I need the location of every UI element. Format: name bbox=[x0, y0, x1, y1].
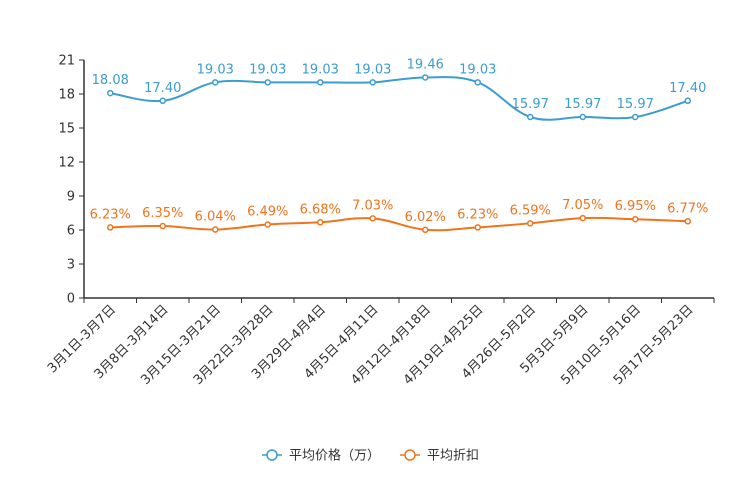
data-labels: 18.08 17.40 19.03 19.03 19.03 19.03 19.46 19.03… bbox=[90, 57, 709, 224]
y-tick-label: 9 bbox=[67, 190, 75, 205]
data-point[interactable] bbox=[474, 79, 481, 86]
data-label: 17.40 bbox=[669, 81, 706, 96]
data-label: 6.23% bbox=[457, 207, 498, 222]
data-point[interactable] bbox=[159, 97, 166, 105]
data-point[interactable] bbox=[527, 113, 534, 121]
data-point[interactable] bbox=[422, 226, 429, 234]
data-label: 6.02% bbox=[405, 210, 446, 225]
data-point[interactable] bbox=[212, 79, 219, 86]
data-label: 19.03 bbox=[249, 62, 286, 77]
legend-marker-icon bbox=[404, 449, 416, 461]
data-point[interactable] bbox=[317, 219, 324, 226]
data-point[interactable] bbox=[317, 79, 324, 86]
data-label: 15.97 bbox=[617, 97, 654, 112]
data-point[interactable] bbox=[684, 218, 691, 225]
data-label: 15.97 bbox=[512, 97, 549, 112]
data-point[interactable] bbox=[632, 113, 639, 121]
data-point[interactable] bbox=[264, 221, 271, 228]
data-point[interactable] bbox=[107, 224, 114, 231]
y-tick-label: 6 bbox=[67, 224, 75, 239]
data-label: 19.03 bbox=[459, 62, 496, 77]
data-label: 6.04% bbox=[195, 210, 236, 225]
data-label: 18.08 bbox=[92, 73, 129, 88]
data-point[interactable] bbox=[212, 226, 219, 233]
data-point[interactable] bbox=[527, 220, 534, 227]
legend-item-2[interactable]: 平均折扣 bbox=[400, 449, 479, 464]
data-label: 6.23% bbox=[90, 207, 131, 222]
data-label: 19.03 bbox=[302, 62, 339, 77]
series-line-2 bbox=[110, 216, 688, 232]
data-label: 6.35% bbox=[142, 206, 183, 221]
data-point[interactable] bbox=[369, 79, 376, 86]
legend-item-1[interactable]: 平均价格（万） bbox=[262, 448, 380, 464]
data-point[interactable] bbox=[632, 215, 639, 223]
y-tick-label: 15 bbox=[58, 122, 75, 137]
legend-marker-icon bbox=[266, 449, 278, 461]
data-point[interactable] bbox=[369, 215, 376, 222]
data-label: 17.40 bbox=[144, 81, 181, 96]
data-point[interactable] bbox=[264, 79, 271, 86]
data-point[interactable] bbox=[684, 97, 691, 105]
data-point[interactable] bbox=[422, 74, 429, 81]
y-tick-label: 0 bbox=[67, 292, 75, 307]
data-point[interactable] bbox=[579, 113, 586, 121]
legend[interactable]: 平均价格（万） 平均折扣 bbox=[262, 448, 479, 464]
data-label: 6.95% bbox=[615, 199, 656, 214]
data-label: 19.03 bbox=[197, 62, 234, 77]
y-tick-label: 21 bbox=[58, 54, 75, 69]
data-label: 6.68% bbox=[300, 202, 341, 217]
data-point[interactable] bbox=[159, 222, 166, 230]
data-point[interactable] bbox=[474, 224, 481, 231]
data-label: 15.97 bbox=[564, 97, 601, 112]
series-lines bbox=[107, 74, 691, 234]
data-label: 6.49% bbox=[247, 204, 288, 219]
y-tick-label: 12 bbox=[58, 156, 75, 171]
y-tick-label: 3 bbox=[67, 258, 75, 273]
legend-label: 平均价格（万） bbox=[289, 448, 380, 464]
data-label: 19.46 bbox=[407, 57, 444, 72]
data-label: 6.77% bbox=[667, 201, 708, 216]
data-point[interactable] bbox=[579, 214, 586, 222]
legend-label: 平均折扣 bbox=[427, 449, 479, 464]
data-label: 6.59% bbox=[510, 203, 551, 218]
data-label: 7.05% bbox=[562, 198, 603, 213]
series-line-1 bbox=[110, 76, 689, 121]
y-tick-label: 18 bbox=[58, 88, 75, 103]
data-label: 19.03 bbox=[354, 62, 391, 77]
data-label: 7.03% bbox=[352, 198, 393, 213]
data-point[interactable] bbox=[107, 89, 114, 97]
